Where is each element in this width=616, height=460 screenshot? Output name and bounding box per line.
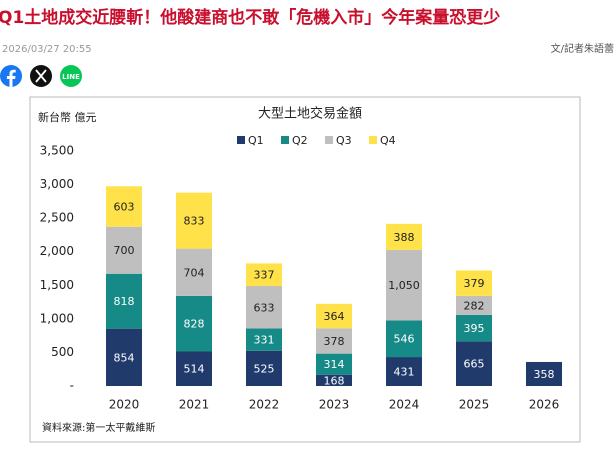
bar-segment bbox=[246, 263, 282, 287]
x-tick-label: 2026 bbox=[529, 398, 560, 412]
y-tick-label: 2,000 bbox=[40, 244, 74, 258]
x-tick-label: 2023 bbox=[319, 398, 350, 412]
y-tick-label: 3,000 bbox=[40, 177, 74, 191]
bar-segment bbox=[316, 374, 352, 386]
data-label: 431 bbox=[394, 366, 415, 379]
bar-segment bbox=[316, 353, 352, 375]
y-tick-label: - bbox=[70, 379, 74, 393]
bar-segment bbox=[106, 226, 142, 274]
data-label: 525 bbox=[254, 362, 275, 375]
bar-segment bbox=[456, 270, 492, 296]
unit-label: 新台幣 億元 bbox=[38, 110, 97, 124]
data-label: 168 bbox=[324, 374, 345, 387]
legend-label: Q2 bbox=[292, 134, 308, 147]
legend-label: Q3 bbox=[336, 134, 352, 147]
date: 2026/03/27 20:55 bbox=[2, 44, 92, 55]
bar-segment bbox=[246, 350, 282, 386]
share-facebook[interactable] bbox=[0, 65, 22, 88]
bar-segment bbox=[106, 273, 142, 329]
data-label: 633 bbox=[254, 301, 275, 314]
y-tick-label: 1,500 bbox=[40, 278, 74, 292]
data-label: 514 bbox=[184, 363, 205, 376]
data-label: 388 bbox=[394, 231, 415, 244]
bar-segment bbox=[316, 303, 352, 329]
bar-segment bbox=[386, 357, 422, 386]
bar-segment bbox=[246, 286, 282, 329]
bar-segment bbox=[176, 248, 212, 296]
bar-segment bbox=[316, 328, 352, 354]
share-line-label: LINE bbox=[62, 73, 80, 81]
share-x[interactable] bbox=[30, 65, 52, 87]
data-label: 1,050 bbox=[388, 279, 420, 292]
bar-segment bbox=[456, 341, 492, 386]
legend-label: Q1 bbox=[248, 134, 264, 147]
bar-segment bbox=[386, 223, 422, 250]
data-label: 364 bbox=[324, 310, 345, 323]
byline: 文/記者朱語蕾 bbox=[551, 42, 614, 55]
data-label: 704 bbox=[184, 266, 205, 279]
legend-swatch bbox=[281, 136, 289, 144]
y-tick-label: 500 bbox=[51, 345, 74, 359]
data-label: 854 bbox=[114, 351, 135, 364]
data-label: 833 bbox=[184, 215, 205, 228]
x-tick-label: 2025 bbox=[459, 398, 490, 412]
data-label: 818 bbox=[114, 295, 135, 308]
y-tick-label: 2,500 bbox=[40, 211, 74, 225]
x-tick-label: 2020 bbox=[109, 398, 140, 412]
y-tick-label: 3,500 bbox=[40, 144, 74, 158]
bar-segment bbox=[456, 295, 492, 315]
data-label: 379 bbox=[464, 277, 485, 290]
bar-segment bbox=[526, 361, 562, 386]
bar-segment bbox=[386, 249, 422, 321]
share-line[interactable]: LINE bbox=[60, 65, 82, 87]
data-label: 828 bbox=[184, 318, 205, 331]
chart-title: 大型土地交易金額 bbox=[258, 106, 362, 122]
legend-swatch bbox=[237, 136, 245, 144]
legend-swatch bbox=[325, 136, 333, 144]
data-label: 314 bbox=[324, 358, 345, 371]
bar-segment bbox=[456, 314, 492, 342]
data-label: 358 bbox=[534, 368, 555, 381]
data-label: 546 bbox=[394, 333, 415, 346]
bar-segment bbox=[246, 328, 282, 351]
data-label: 665 bbox=[464, 358, 485, 371]
data-label: 378 bbox=[324, 335, 345, 348]
x-tick-label: 2024 bbox=[389, 398, 420, 412]
data-label: 282 bbox=[464, 299, 485, 312]
bar-segment bbox=[106, 186, 142, 227]
x-tick-label: 2022 bbox=[249, 398, 280, 412]
bar-segment bbox=[176, 351, 212, 386]
data-label: 603 bbox=[114, 200, 135, 213]
data-label: 700 bbox=[114, 244, 135, 257]
bar-segment bbox=[176, 295, 212, 352]
source: 資料來源:第一太平戴維斯 bbox=[42, 421, 155, 434]
legend-label: Q4 bbox=[380, 134, 396, 147]
data-label: 337 bbox=[254, 269, 275, 282]
legend-swatch bbox=[369, 136, 377, 144]
bar-segment bbox=[386, 320, 422, 358]
x-tick-label: 2021 bbox=[179, 398, 210, 412]
bar-segment bbox=[176, 192, 212, 249]
y-tick-label: 1,000 bbox=[40, 311, 74, 325]
data-label: 331 bbox=[254, 334, 275, 347]
data-label: 395 bbox=[464, 322, 485, 335]
bar-segment bbox=[106, 328, 142, 386]
headline: Q1土地成交近腰斬！他酸建商也不敢「危機入市」今年案量恐更少 bbox=[0, 7, 500, 28]
